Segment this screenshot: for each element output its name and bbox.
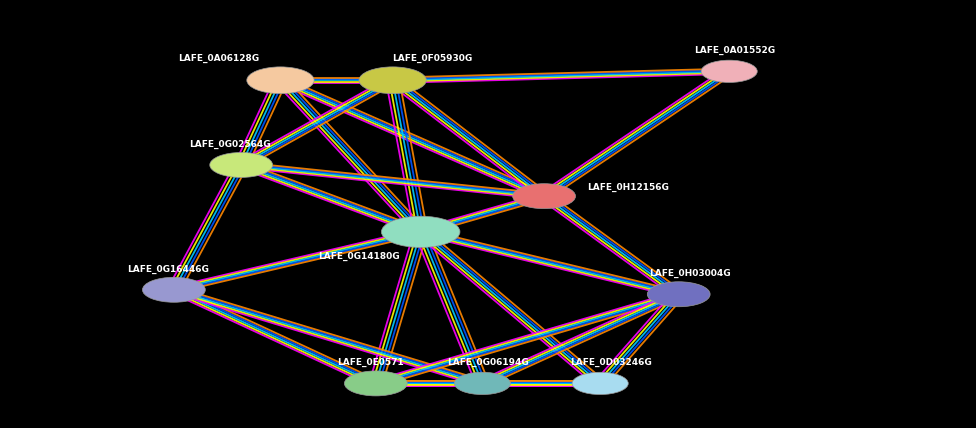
Text: LAFE_0G14180G: LAFE_0G14180G: [318, 252, 400, 261]
Text: LAFE_0H03004G: LAFE_0H03004G: [649, 269, 731, 278]
Circle shape: [142, 277, 205, 302]
Text: LAFE_0G06194G: LAFE_0G06194G: [447, 358, 529, 367]
Text: LAFE_0G16446G: LAFE_0G16446G: [127, 265, 209, 274]
Text: LAFE_0G02564G: LAFE_0G02564G: [189, 140, 270, 149]
Circle shape: [382, 216, 460, 247]
Circle shape: [701, 60, 757, 83]
Circle shape: [359, 67, 427, 94]
Circle shape: [247, 67, 314, 94]
Circle shape: [210, 152, 272, 178]
Circle shape: [647, 282, 711, 307]
Circle shape: [512, 184, 576, 208]
Text: LAFE_0H12156G: LAFE_0H12156G: [588, 183, 670, 192]
Text: LAFE_0F05930G: LAFE_0F05930G: [391, 54, 472, 63]
Text: LAFE_0A06128G: LAFE_0A06128G: [179, 54, 260, 63]
Text: LAFE_0E0571: LAFE_0E0571: [337, 358, 404, 367]
Text: LAFE_0A01552G: LAFE_0A01552G: [694, 46, 775, 55]
Text: LAFE_0D03246G: LAFE_0D03246G: [571, 358, 652, 367]
Circle shape: [345, 371, 407, 396]
Circle shape: [455, 372, 510, 395]
Circle shape: [572, 372, 629, 395]
